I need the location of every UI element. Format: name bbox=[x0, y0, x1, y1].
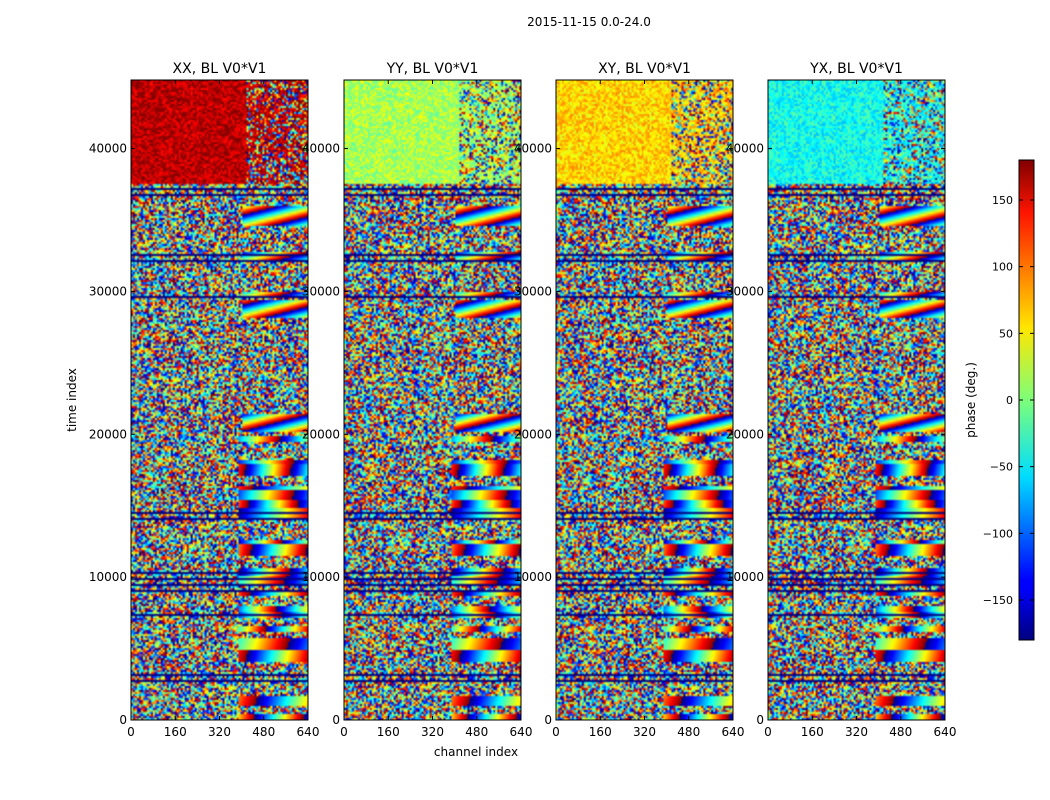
x-tick-label: 160 bbox=[164, 725, 187, 739]
y-tick-label: 10000 bbox=[514, 570, 552, 584]
y-tick-label: 40000 bbox=[302, 142, 340, 156]
colorbar-label: phase (deg.) bbox=[964, 362, 978, 438]
y-tick-label: 10000 bbox=[89, 570, 127, 584]
heatmap-raster-4 bbox=[768, 80, 945, 720]
heatmap-raster-2 bbox=[344, 80, 521, 720]
x-tick-label: 640 bbox=[722, 725, 745, 739]
x-axis-label: channel index bbox=[434, 745, 518, 759]
y-tick-label: 30000 bbox=[302, 284, 340, 298]
y-tick-label: 20000 bbox=[514, 427, 552, 441]
colorbar-tick-label: 150 bbox=[992, 194, 1013, 207]
y-tick-label: 30000 bbox=[726, 284, 764, 298]
y-tick-label: 30000 bbox=[514, 284, 552, 298]
x-tick-label: 320 bbox=[845, 725, 868, 739]
colorbar-tick-label: 50 bbox=[999, 327, 1013, 340]
y-axis-label: time index bbox=[65, 368, 79, 432]
panel-3: XY, BL V0*V1 0 160 320 480 640 0 10000 20000 3000… bbox=[514, 61, 745, 739]
heatmap-raster-3 bbox=[556, 80, 733, 720]
y-tick-label: 40000 bbox=[726, 142, 764, 156]
panel-title: XY, BL V0*V1 bbox=[598, 61, 691, 77]
colorbar-tick-label: 0 bbox=[1006, 394, 1013, 407]
x-tick-label: 0 bbox=[764, 725, 772, 739]
x-tick-label: 480 bbox=[252, 725, 275, 739]
colorbar-tick-label: 100 bbox=[992, 261, 1013, 274]
x-tick-label: 320 bbox=[421, 725, 444, 739]
y-tick-label: 10000 bbox=[726, 570, 764, 584]
y-tick-label: 20000 bbox=[89, 427, 127, 441]
x-tick-label: 0 bbox=[340, 725, 348, 739]
x-tick-label: 320 bbox=[208, 725, 231, 739]
y-tick-label: 0 bbox=[756, 713, 764, 727]
x-tick-label: 640 bbox=[934, 725, 957, 739]
x-tick-label: 0 bbox=[127, 725, 135, 739]
x-tick-label: 160 bbox=[377, 725, 400, 739]
colorbar-tick-label: −100 bbox=[983, 527, 1013, 540]
x-tick-label: 640 bbox=[510, 725, 533, 739]
panels: XX, BL V0*V1 0 160 320 480 640 0 10000 20000 3000… bbox=[89, 61, 957, 739]
figure-title: 2015-11-15 0.0-24.0 bbox=[527, 15, 651, 29]
y-tick-label: 0 bbox=[119, 713, 127, 727]
x-tick-label: 480 bbox=[465, 725, 488, 739]
x-tick-label: 320 bbox=[633, 725, 656, 739]
heatmap-raster-1 bbox=[131, 80, 308, 720]
x-tick-label: 160 bbox=[589, 725, 612, 739]
x-tick-label: 480 bbox=[677, 725, 700, 739]
panel-title: XX, BL V0*V1 bbox=[173, 61, 267, 77]
panel-title: YY, BL V0*V1 bbox=[386, 61, 479, 77]
y-tick-label: 20000 bbox=[726, 427, 764, 441]
colorbar-tick-label: −50 bbox=[990, 461, 1013, 474]
panel-title: YX, BL V0*V1 bbox=[809, 61, 903, 77]
y-tick-label: 20000 bbox=[302, 427, 340, 441]
panel-1: XX, BL V0*V1 0 160 320 480 640 0 10000 20000 3000… bbox=[89, 61, 320, 739]
panel-2: YY, BL V0*V1 0 160 320 480 640 0 10000 20000 3000… bbox=[302, 61, 533, 739]
panel-4: YX, BL V0*V1 0 160 320 480 640 0 10000 20000 3000… bbox=[726, 61, 957, 739]
y-tick-label: 0 bbox=[544, 713, 552, 727]
x-tick-label: 480 bbox=[889, 725, 912, 739]
y-tick-label: 40000 bbox=[89, 142, 127, 156]
colorbar: 150 100 50 0 −50 −100 −150 phase (deg.) bbox=[964, 159, 1035, 641]
colorbar-tick-label: −150 bbox=[983, 594, 1013, 607]
y-tick-label: 0 bbox=[332, 713, 340, 727]
y-tick-label: 10000 bbox=[302, 570, 340, 584]
y-tick-label: 40000 bbox=[514, 142, 552, 156]
x-tick-label: 160 bbox=[801, 725, 824, 739]
x-tick-label: 640 bbox=[297, 725, 320, 739]
x-tick-label: 0 bbox=[552, 725, 560, 739]
y-tick-label: 30000 bbox=[89, 284, 127, 298]
